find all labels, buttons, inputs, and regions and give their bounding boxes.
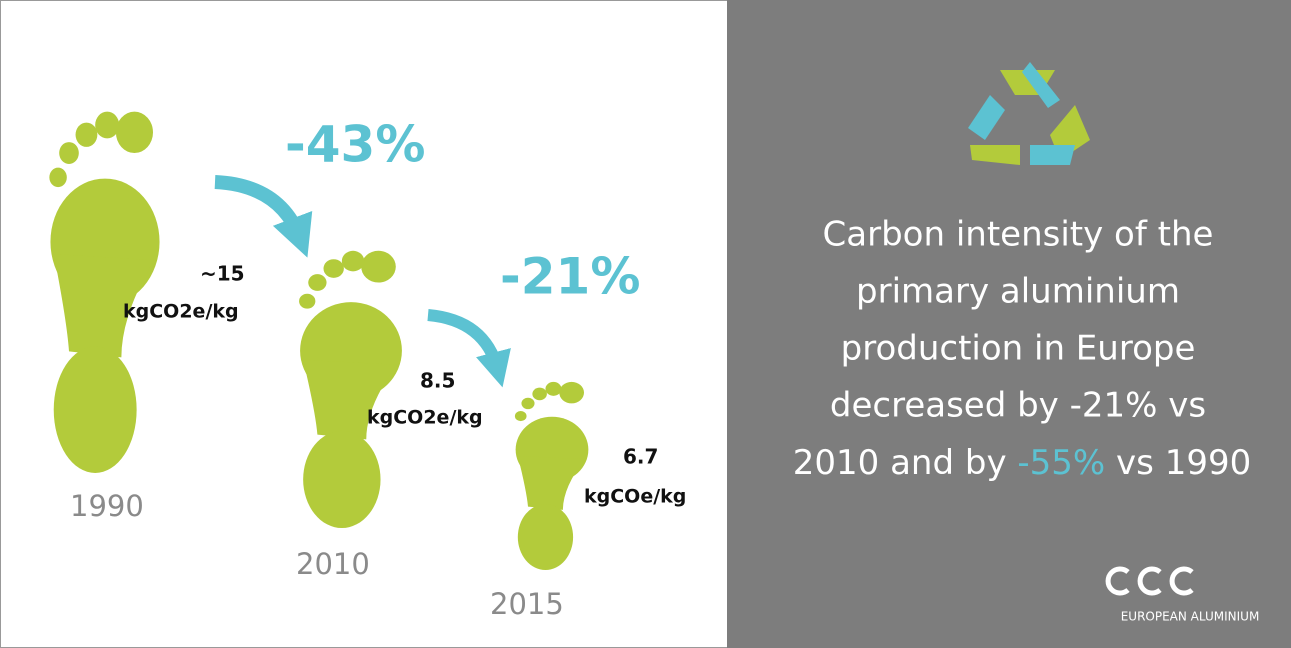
year-label: 2015 [490, 587, 564, 621]
statement-line: primary aluminium [856, 272, 1180, 312]
logo-text: EUROPEAN ALUMINIUM [1121, 610, 1260, 624]
infographic: -43% -21% ~15 kgCO2e/kg 8.5 kgCO2e/kg 6.… [0, 0, 1291, 648]
statement-highlight: -55% [1017, 443, 1105, 483]
statement-line: Carbon intensity of the [823, 215, 1214, 255]
statement-line: 2010 and by -55% vs 1990 [793, 443, 1251, 483]
statement-text: vs 1990 [1116, 443, 1251, 483]
change-label: -43% [285, 116, 425, 174]
footprint-value: ~15 [200, 262, 245, 286]
change-label: -21% [500, 248, 640, 306]
statement-line: decreased by -21% vs [830, 386, 1206, 426]
statement-text: 2010 and by [793, 443, 1007, 483]
footprint-unit: kgCO2e/kg [123, 301, 239, 323]
year-label: 2010 [296, 547, 370, 581]
footprint-value: 8.5 [420, 369, 455, 393]
footprint-unit: kgCOe/kg [584, 486, 686, 508]
footprint-unit: kgCO2e/kg [367, 407, 483, 429]
footprint-value: 6.7 [623, 445, 658, 469]
year-label: 1990 [70, 489, 144, 523]
statement-line: production in Europe [841, 329, 1196, 369]
side-panel [727, 0, 1291, 648]
